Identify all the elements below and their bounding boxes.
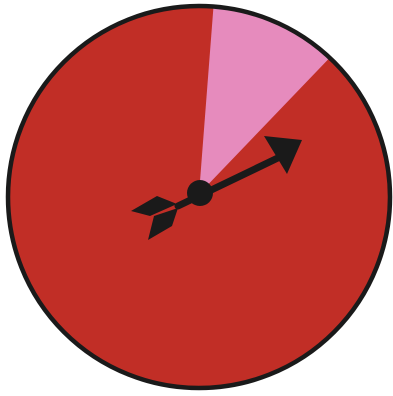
- spinner-pivot: [187, 180, 213, 206]
- spinner-outline: [5, 3, 393, 391]
- arrow-pointer-icon[interactable]: [131, 136, 302, 240]
- spinner-highlight-sector: [199, 6, 329, 194]
